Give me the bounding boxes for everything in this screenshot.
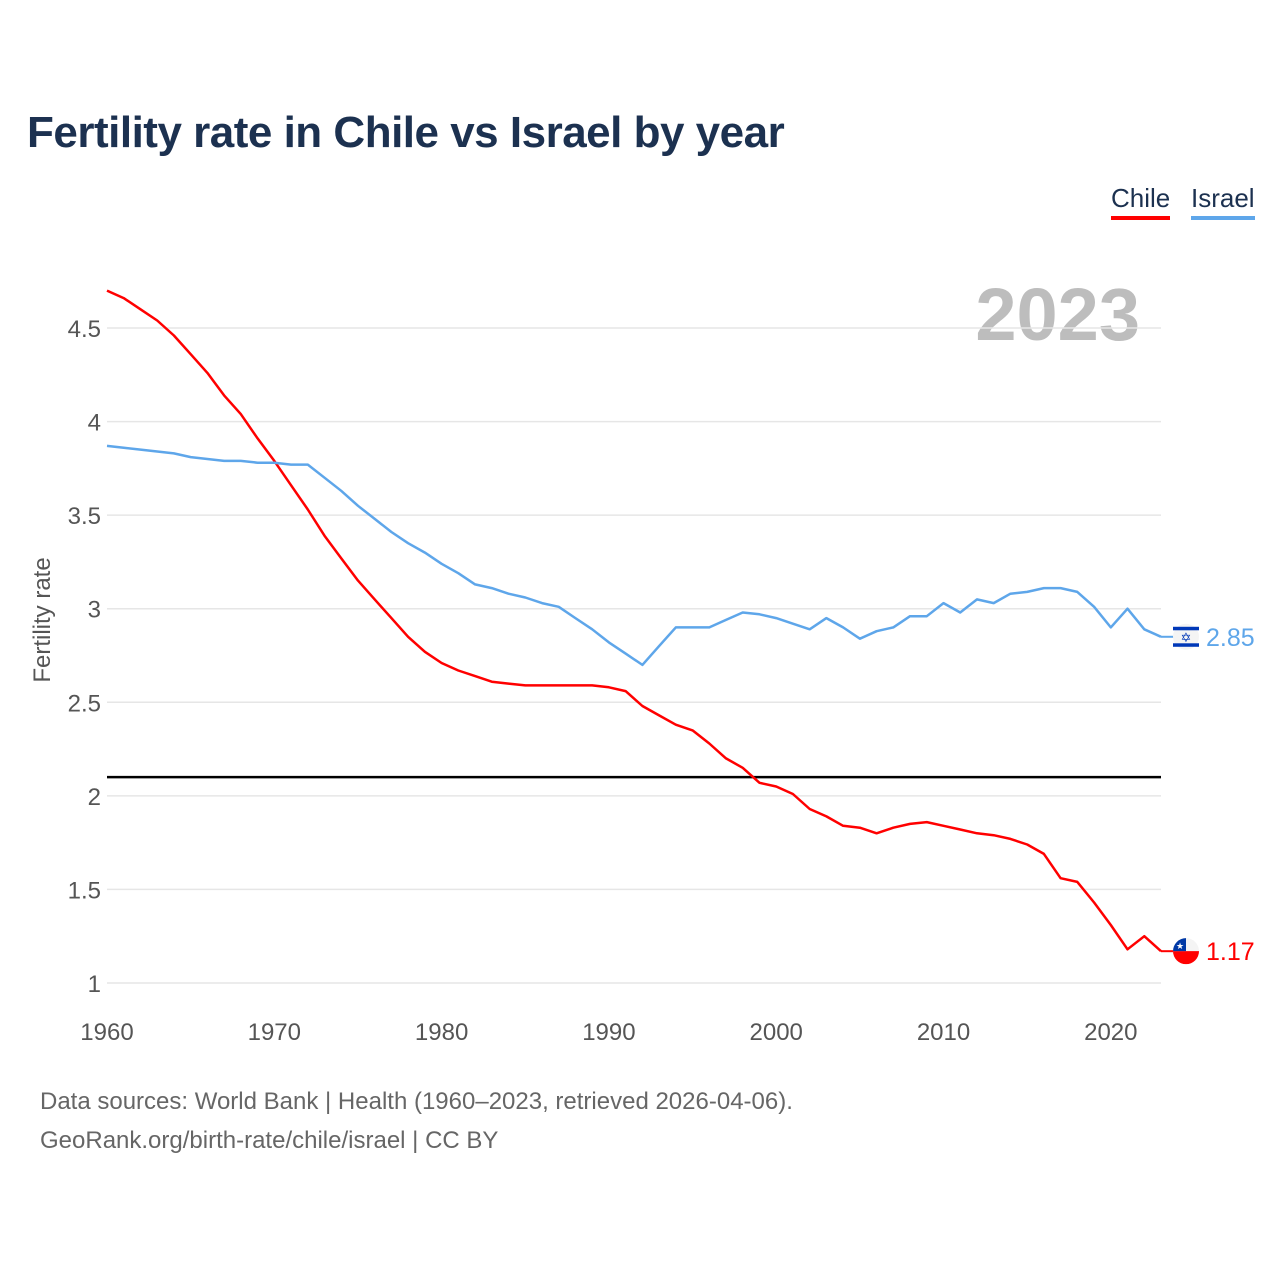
series-line-chile [106,289,1162,953]
x-tick-label: 2010 [917,1019,970,1046]
flag-stripe [1173,626,1199,631]
current-year-watermark: 2023 [975,273,1140,356]
chile-flag-icon: ★ [1173,938,1199,965]
y-tick-label: 2 [88,784,101,811]
y-tick-label: 2.5 [68,690,101,717]
y-tick-label: 1.5 [68,877,101,904]
flag-blue-canton [1173,938,1186,952]
chart-title: Fertility rate in Chile vs Israel by yea… [27,108,785,157]
x-tick-label: 1960 [80,1019,133,1046]
star-of-david-icon: ✡ [1181,630,1192,645]
x-tick-label: 2000 [750,1019,803,1046]
end-value-label-israel: 2.85 [1206,624,1255,652]
x-tick-label: 1980 [415,1019,468,1046]
star-icon: ★ [1176,941,1184,951]
flag-red-half [1173,951,1199,965]
legend-item-israel[interactable]: Israel [1191,183,1255,220]
x-tick-label: 1990 [582,1019,635,1046]
x-tick-label: 1970 [248,1019,301,1046]
y-tick-label: 4 [88,410,101,437]
end-value-label-chile: 1.17 [1206,938,1255,966]
series-line-israel [106,444,1162,667]
y-axis-label: Fertility rate [29,557,56,682]
flag-stripe [1173,643,1199,647]
y-tick-label: 1 [88,971,101,998]
footer-link[interactable]: GeoRank.org/birth-rate/chile/israel | CC… [40,1127,499,1154]
footer-sources: Data sources: World Bank | Health (1960–… [40,1088,793,1115]
legend-item-chile[interactable]: Chile [1111,183,1171,220]
y-tick-label: 3.5 [68,503,101,530]
y-tick-label: 3 [88,597,101,624]
y-tick-label: 4.5 [68,316,101,343]
x-tick-label: 2020 [1084,1019,1137,1046]
israel-flag-icon: ✡ [1173,623,1199,650]
